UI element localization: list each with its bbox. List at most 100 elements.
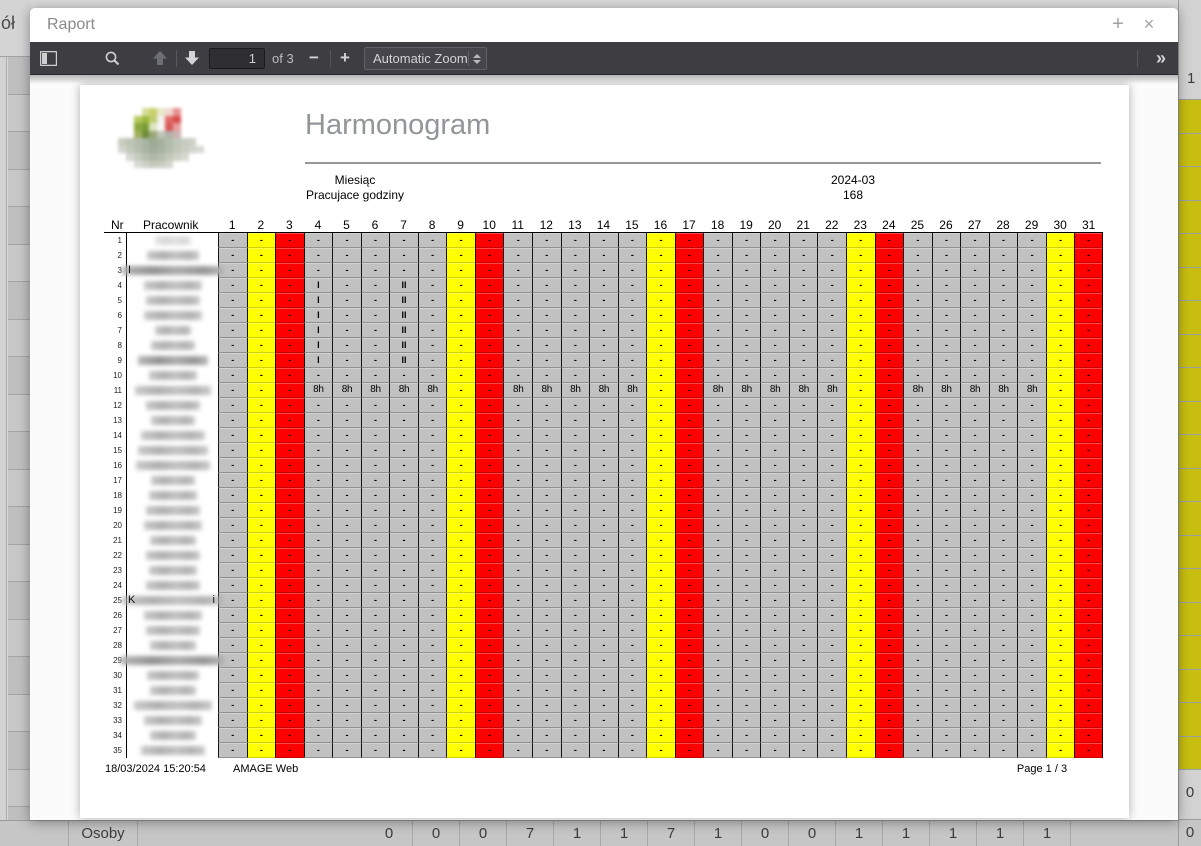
schedule-cell: -	[617, 728, 647, 743]
schedule-cell: -	[674, 503, 704, 518]
schedule-cell: -	[417, 623, 447, 638]
schedule-cell: -	[731, 593, 761, 608]
schedule-cell: -	[332, 248, 361, 263]
page-number-input[interactable]	[209, 48, 265, 69]
next-page-button[interactable]	[178, 45, 206, 71]
schedule-cell: -	[703, 338, 732, 353]
employee-name-redacted	[127, 728, 218, 743]
modal-add-button[interactable]: +	[1105, 11, 1131, 37]
schedule-cell: -	[788, 398, 818, 413]
sidebar-toggle-button[interactable]	[34, 45, 62, 71]
schedule-cell: -	[560, 728, 590, 743]
schedule-cell: -	[417, 503, 447, 518]
schedule-cell: -	[218, 608, 247, 623]
schedule-cell: -	[589, 503, 618, 518]
schedule-cell: -	[474, 443, 504, 458]
schedule-cell: -	[703, 353, 732, 368]
schedule-cell: -	[417, 308, 447, 323]
day-header: 14	[596, 218, 611, 232]
osoby-count-cell: 1	[836, 821, 883, 846]
schedule-cell: -	[1045, 368, 1075, 383]
schedule-cell: -	[332, 233, 361, 248]
previous-page-button[interactable]	[146, 45, 174, 71]
schedule-cell: -	[417, 398, 447, 413]
select-arrows-icon	[468, 51, 482, 66]
zoom-in-button[interactable]: +	[331, 45, 359, 71]
logo-pixel	[134, 108, 142, 116]
schedule-cell: -	[360, 248, 390, 263]
schedule-cell: -	[532, 548, 561, 563]
schedule-cell: -	[703, 518, 732, 533]
schedule-cell: -	[703, 443, 732, 458]
schedule-cell: -	[503, 503, 533, 518]
schedule-cell: -	[560, 338, 590, 353]
schedule-cell: -	[760, 548, 789, 563]
logo-pixel	[157, 153, 165, 161]
schedule-cell: -	[246, 458, 276, 473]
schedule-cell: -	[560, 428, 590, 443]
schedule-cell: -	[360, 728, 390, 743]
schedule-cell: -	[589, 683, 618, 698]
schedule-cell: -	[275, 368, 304, 383]
schedule-cell: -	[988, 398, 1018, 413]
schedule-cell: -	[788, 698, 818, 713]
schedule-cell: -	[246, 548, 276, 563]
background-yellow-cell	[1179, 502, 1201, 536]
schedule-cell: -	[589, 353, 618, 368]
schedule-cell: -	[817, 293, 847, 308]
pdf-viewer-area[interactable]: Harmonogram Miesiąc Pracujace godziny 20…	[30, 75, 1178, 820]
schedule-cell: -	[988, 278, 1018, 293]
background-yellow-cell	[1179, 736, 1201, 770]
name-blur-block	[145, 581, 200, 590]
background-cell	[8, 207, 30, 245]
modal-close-button[interactable]: ×	[1136, 11, 1162, 37]
schedule-cell: -	[903, 263, 932, 278]
row-number: 19	[104, 503, 127, 518]
schedule-cell: -	[389, 548, 418, 563]
employee-name-redacted	[127, 548, 218, 563]
schedule-cell: -	[218, 488, 247, 503]
schedule-cell: -	[874, 623, 904, 638]
schedule-cell: -	[931, 308, 961, 323]
schedule-cell: -	[903, 368, 932, 383]
schedule-cell: -	[275, 488, 304, 503]
schedule-cell: -	[931, 278, 961, 293]
schedule-cell: -	[532, 623, 561, 638]
employee-name-redacted	[127, 308, 218, 323]
schedule-cell: -	[817, 518, 847, 533]
name-blur-block	[137, 446, 208, 455]
schedule-cell: -	[731, 548, 761, 563]
schedule-cell: -	[503, 533, 533, 548]
schedule-cell: -	[503, 698, 533, 713]
zoom-select[interactable]: Automatic Zoom	[364, 47, 487, 70]
logo-pixel	[165, 153, 173, 161]
schedule-cell: -	[389, 653, 418, 668]
schedule-cell: -	[760, 278, 789, 293]
hours-label: Pracujace godziny	[305, 188, 405, 202]
name-blur-block	[149, 536, 196, 545]
schedule-cell: -	[532, 503, 561, 518]
schedule-cell: -	[617, 668, 647, 683]
name-blur-block	[140, 431, 205, 440]
schedule-cell: -	[218, 683, 247, 698]
schedule-cell: -	[360, 548, 390, 563]
more-tools-button[interactable]: »	[1146, 45, 1174, 71]
schedule-cell: -	[931, 248, 961, 263]
schedule-cell: -	[589, 413, 618, 428]
table-row: 31- - - - - - - - - - - - - - - - - - - - - - - - - - - - - - -	[104, 683, 1103, 698]
schedule-cell: -	[474, 278, 504, 293]
day-header: 19	[739, 218, 753, 232]
table-row: 22- - - - - - - - - - - - - - - - - - - - - - - - - - - - - - -	[104, 548, 1103, 563]
background-left-column	[0, 56, 30, 845]
schedule-cell: -	[1017, 743, 1046, 758]
find-button[interactable]	[98, 45, 126, 71]
row-number: 7	[104, 323, 127, 338]
pdf-toolbar: of 3 − + Automatic Zoom »	[30, 42, 1178, 75]
report-title: Harmonogram	[305, 109, 491, 141]
logo-pixel	[118, 116, 126, 124]
schedule-cell: 8h	[332, 383, 361, 398]
schedule-cell: -	[931, 728, 961, 743]
zoom-out-button[interactable]: −	[300, 45, 328, 71]
logo-pixel	[118, 108, 126, 116]
schedule-cell: -	[617, 503, 647, 518]
